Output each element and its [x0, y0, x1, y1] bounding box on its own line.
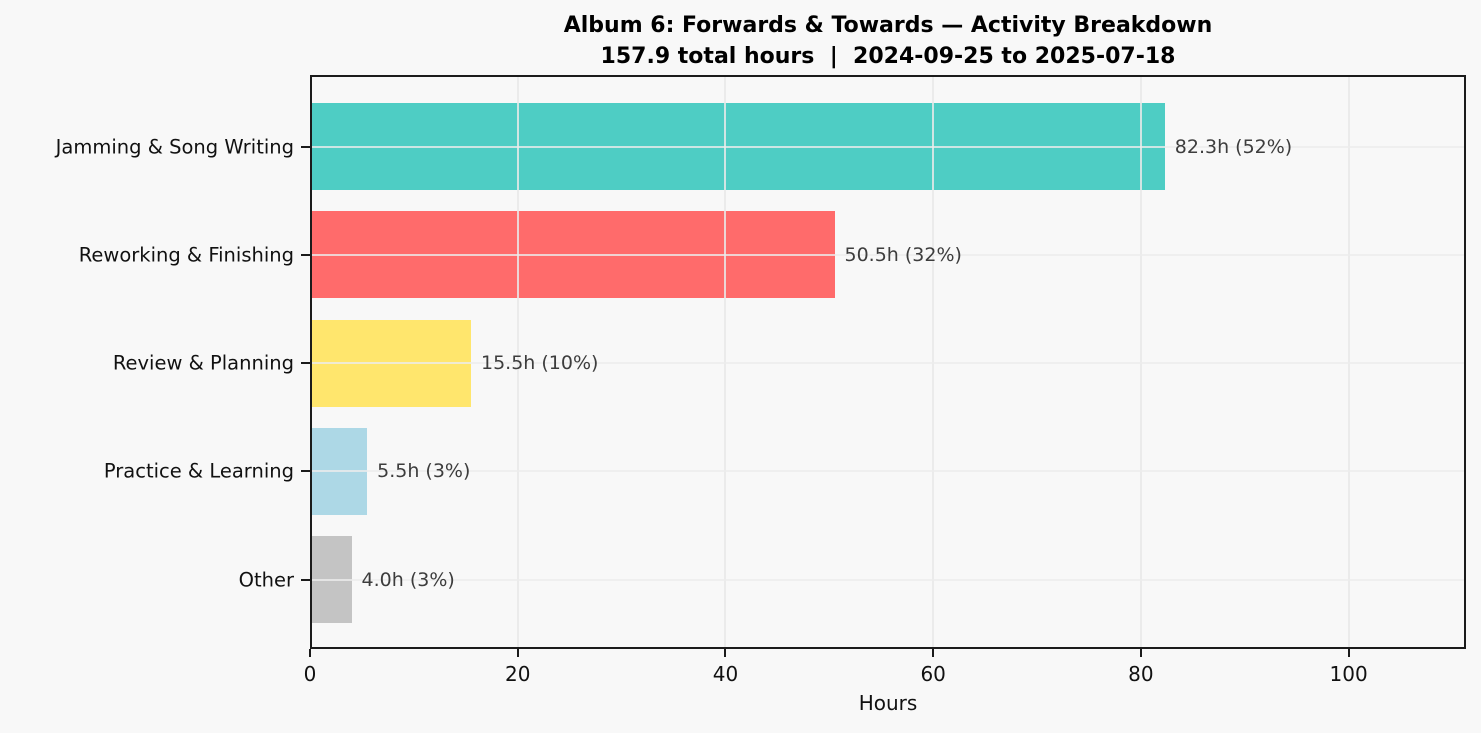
title-block: Album 6: Forwards & Towards — Activity B…	[310, 11, 1466, 72]
x-tick-mark	[1139, 649, 1142, 657]
bar-value-label: 50.5h (32%)	[844, 243, 962, 266]
y-tick-mark	[301, 470, 310, 473]
bar-value-label: 15.5h (10%)	[480, 352, 599, 374]
y-tick-mark	[301, 253, 310, 256]
plot-area: 0 20 40 60 80 100 Jamming & Song Writing 82.3h …	[56, 75, 1466, 686]
bar-value-label: 5.5h (3%)	[377, 460, 471, 483]
horizontal-gridline	[310, 470, 1466, 473]
x-tick-mark	[1347, 649, 1350, 657]
x-tick-mark	[516, 649, 519, 657]
x-tick-label: 40	[712, 662, 739, 686]
bar-value-label: 4.0h (3%)	[361, 568, 455, 591]
y-tick-mark	[301, 362, 310, 364]
x-tick-label: 80	[1128, 662, 1154, 686]
x-tick-label: 60	[920, 662, 946, 686]
y-category-label: Practice & Learning	[103, 459, 294, 483]
y-category-label: Reworking & Finishing	[78, 243, 294, 267]
x-axis-title: Hours	[858, 691, 918, 715]
x-tick-label: 20	[504, 662, 531, 686]
x-tick-mark	[932, 649, 935, 657]
x-tick-label: 100	[1329, 662, 1368, 686]
y-category-label: Jamming & Song Writing	[55, 135, 294, 158]
chart-subtitle: 157.9 total hours | 2024-09-25 to 2025-0…	[600, 44, 1176, 69]
horizontal-gridline	[310, 578, 1466, 581]
bar-value-label: 82.3h (52%)	[1174, 135, 1293, 158]
horizontal-gridline	[310, 362, 1466, 364]
x-tick-mark	[309, 649, 311, 657]
y-category-label: Other	[238, 568, 294, 591]
horizontal-gridline	[310, 253, 1466, 256]
y-tick-mark	[301, 578, 310, 581]
x-tick-label: 0	[303, 662, 317, 686]
horizontal-gridline	[310, 145, 1466, 148]
x-tick-mark	[724, 649, 727, 657]
y-tick-mark	[301, 145, 310, 148]
y-category-label: Review & Planning	[112, 351, 294, 375]
chart-title: Album 6: Forwards & Towards — Activity B…	[563, 13, 1213, 38]
